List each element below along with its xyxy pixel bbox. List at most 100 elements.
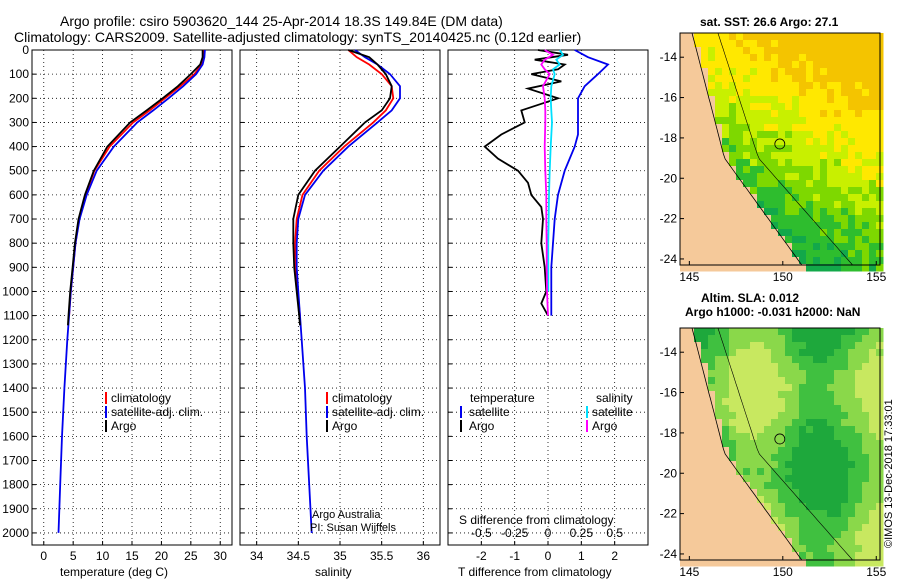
map-cell: [848, 96, 856, 104]
map-y-tick-label: -18: [660, 426, 678, 440]
map-cell: [764, 398, 772, 406]
map-cell: [687, 40, 695, 48]
map-cell: [869, 426, 877, 434]
map-cell: [694, 250, 702, 258]
map-cell: [855, 47, 863, 55]
map-cell: [729, 454, 737, 462]
map-cell: [792, 180, 800, 188]
map-cell: [799, 61, 807, 69]
map-cell: [771, 377, 779, 385]
map-cell: [869, 194, 877, 202]
map-cell: [827, 138, 835, 146]
map-cell: [827, 496, 835, 504]
map-cell: [827, 356, 835, 364]
map-cell: [708, 412, 716, 420]
map-cell: [862, 475, 870, 483]
map-cell: [687, 208, 695, 216]
map-cell: [729, 356, 737, 364]
map-cell: [680, 159, 688, 167]
map-cell: [827, 475, 835, 483]
map-cell: [757, 236, 765, 244]
map-cell: [715, 538, 723, 546]
map-cell: [792, 503, 800, 511]
map-cell: [855, 412, 863, 420]
map-cell: [862, 363, 870, 371]
map-cell: [694, 538, 702, 546]
map-cell: [778, 447, 786, 455]
map-cell: [764, 475, 772, 483]
map-cell: [701, 138, 709, 146]
map-cell: [736, 412, 744, 420]
map-cell: [799, 68, 807, 76]
map-cell: [771, 433, 779, 441]
map-cell: [834, 517, 842, 525]
map-cell: [806, 152, 814, 160]
map-cell: [750, 166, 758, 174]
map-cell: [757, 208, 765, 216]
map-cell: [799, 398, 807, 406]
y-tick-label: 400: [9, 140, 29, 154]
map-cell: [680, 391, 688, 399]
map-cell: [764, 222, 772, 230]
map-cell: [869, 370, 877, 378]
map-cell: [855, 54, 863, 62]
map-cell: [792, 363, 800, 371]
map-cell: [862, 61, 870, 69]
map-cell: [757, 433, 765, 441]
map-cell: [855, 173, 863, 181]
map-cell: [820, 96, 828, 104]
map-cell: [855, 552, 863, 560]
map-cell: [799, 468, 807, 476]
map-cell: [827, 250, 835, 258]
map-cell: [722, 103, 730, 111]
map-cell: [827, 215, 835, 223]
map-cell: [813, 335, 821, 343]
map-cell: [715, 229, 723, 237]
map-cell: [785, 82, 793, 90]
map-cell: [813, 391, 821, 399]
map-cell: [813, 89, 821, 97]
map-cell: [771, 229, 779, 237]
map-cell: [701, 377, 709, 385]
map-cell: [855, 159, 863, 167]
map-cell: [869, 257, 877, 265]
map-cell: [701, 370, 709, 378]
map-cell: [743, 468, 751, 476]
map-cell: [736, 54, 744, 62]
map-cell: [799, 524, 807, 532]
map-cell: [757, 419, 765, 427]
map-cell: [722, 475, 730, 483]
map-cell: [722, 426, 730, 434]
map-cell: [708, 363, 716, 371]
map-cell: [848, 391, 856, 399]
map-cell: [736, 524, 744, 532]
map-cell: [855, 131, 863, 139]
map-cell: [687, 180, 695, 188]
map-cell: [680, 257, 688, 265]
map-cell: [862, 517, 870, 525]
map-cell: [834, 152, 842, 160]
x2-tick-label: -0.5: [471, 526, 492, 540]
map-cell: [736, 131, 744, 139]
map-cell: [764, 96, 772, 104]
map-cell: [722, 391, 730, 399]
map-cell: [771, 510, 779, 518]
map-cell: [715, 363, 723, 371]
map-cell: [722, 152, 730, 160]
map-cell: [799, 54, 807, 62]
map-cell: [813, 454, 821, 462]
map-cell: [680, 166, 688, 174]
map-cell: [841, 349, 849, 357]
map-cell: [743, 82, 751, 90]
map-cell: [785, 250, 793, 258]
map-cell: [848, 524, 856, 532]
map-cell: [687, 47, 695, 55]
map-cell: [750, 447, 758, 455]
map-cell: [792, 145, 800, 153]
map-cell: [680, 461, 688, 469]
map-cell: [778, 419, 786, 427]
map-cell: [771, 96, 779, 104]
map-cell: [848, 187, 856, 195]
map-cell: [778, 250, 786, 258]
map-cell: [708, 328, 716, 336]
